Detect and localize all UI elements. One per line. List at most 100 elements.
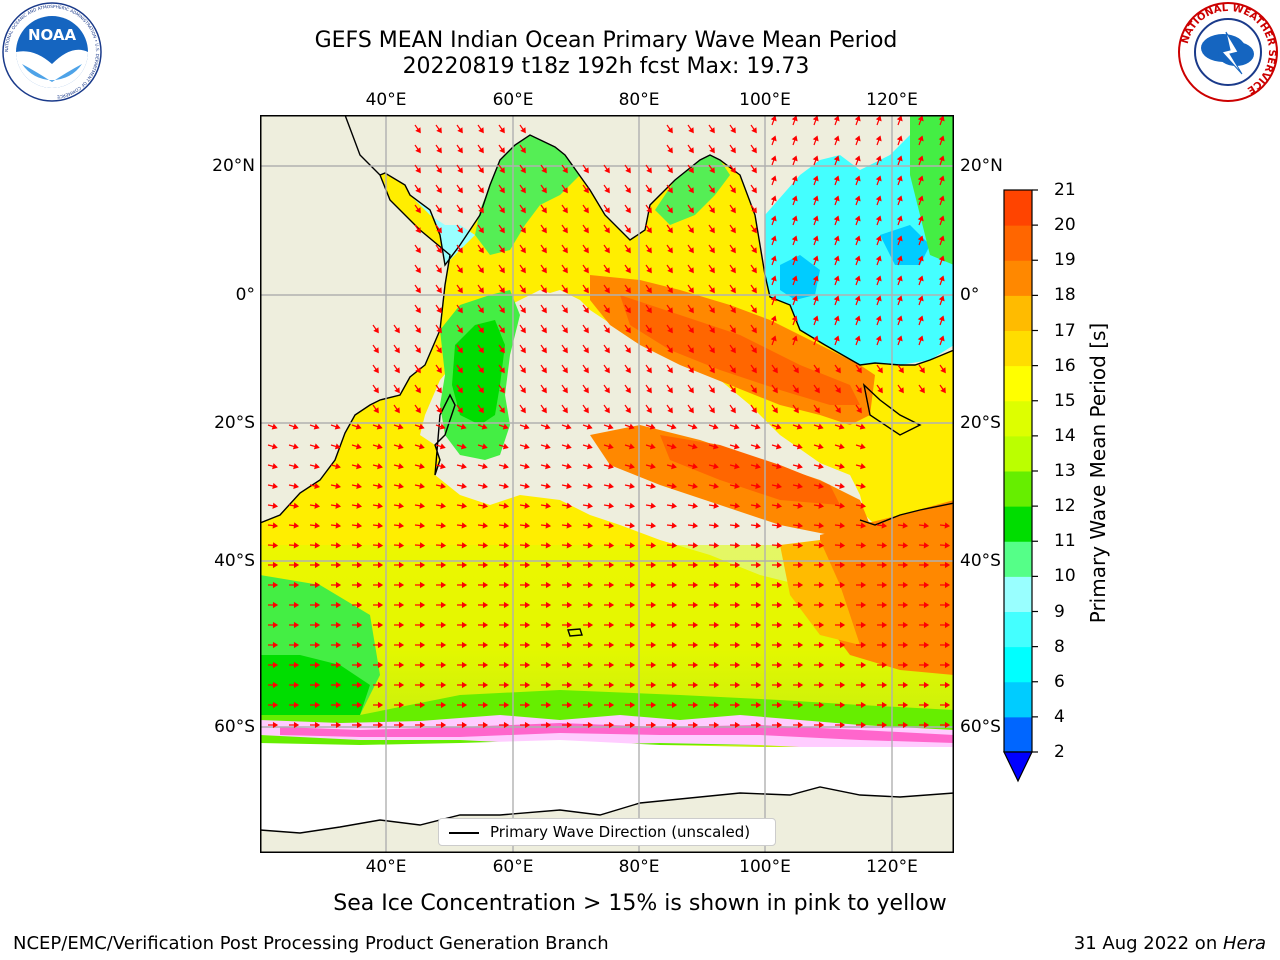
wave-arrow-head bbox=[755, 641, 762, 649]
wave-arrow-head bbox=[839, 502, 846, 509]
wave-arrow-head bbox=[688, 307, 694, 314]
wave-arrow-head bbox=[776, 482, 782, 490]
colorbar-tick-label: 4 bbox=[1054, 706, 1065, 727]
colorbar-cell bbox=[1004, 611, 1032, 648]
wave-arrow-head bbox=[839, 542, 846, 549]
wave-arrow-head bbox=[902, 561, 909, 569]
noaa-logo-text: NOAA bbox=[28, 26, 77, 44]
wave-arrow-head bbox=[650, 581, 657, 589]
wave-arrow-head bbox=[877, 387, 883, 394]
wave-arrow-head bbox=[415, 407, 421, 414]
wave-arrow-head bbox=[524, 641, 531, 649]
wave-arrow-head bbox=[875, 155, 882, 162]
wave-arrow-head bbox=[923, 621, 930, 629]
wave-arrow-head bbox=[709, 407, 715, 414]
wave-arrow-head bbox=[860, 721, 867, 729]
wave-arrow-head bbox=[436, 387, 442, 394]
wave-arrow-head bbox=[482, 463, 488, 470]
wave-arrow-head bbox=[503, 482, 509, 490]
wave-arrow-head bbox=[734, 601, 741, 609]
wave-arrow-head bbox=[877, 367, 883, 374]
wave-arrow-head bbox=[797, 721, 804, 729]
wave-arrow-head bbox=[938, 315, 945, 322]
wave-arrow-head bbox=[713, 661, 720, 669]
wave-arrow-head bbox=[419, 463, 425, 470]
wave-arrow-head bbox=[314, 661, 321, 669]
wave-arrow-head bbox=[854, 215, 861, 222]
colorbar-cell bbox=[1004, 225, 1032, 261]
wave-arrow-head bbox=[478, 307, 484, 314]
wave-arrow-head bbox=[646, 407, 652, 414]
wave-arrow-head bbox=[292, 443, 299, 450]
wave-arrow-head bbox=[415, 147, 421, 154]
wave-arrow-head bbox=[751, 347, 757, 354]
wave-arrow-head bbox=[398, 522, 405, 529]
wave-arrow-head bbox=[625, 347, 631, 354]
wave-arrow-head bbox=[881, 721, 888, 729]
wave-arrow-head bbox=[649, 443, 656, 450]
wave-arrow-head bbox=[415, 327, 421, 334]
wave-arrow-head bbox=[667, 287, 673, 294]
wave-arrow-head bbox=[881, 581, 888, 589]
wave-arrow-head bbox=[335, 463, 341, 470]
chart-subtitle: 20220819 t18z 192h fcst Max: 19.73 bbox=[402, 54, 810, 79]
lat-label-left-60s: 60°S bbox=[214, 717, 255, 737]
wave-arrow-head bbox=[541, 187, 547, 194]
wave-arrow-head bbox=[545, 641, 552, 649]
wave-arrow-head bbox=[688, 407, 694, 414]
wave-arrow-head bbox=[541, 167, 547, 174]
wave-arrow-head bbox=[608, 542, 615, 549]
wave-arrow-head bbox=[713, 601, 720, 609]
wave-arrow-head bbox=[499, 227, 505, 234]
wave-arrow-head bbox=[734, 581, 741, 589]
wave-arrow-head bbox=[818, 621, 825, 629]
wave-arrow-head bbox=[520, 327, 526, 334]
lat-label-right-20n: 20°N bbox=[960, 156, 1003, 176]
wave-arrow-head bbox=[854, 175, 861, 182]
wave-arrow-head bbox=[440, 661, 447, 669]
wave-arrow-head bbox=[692, 621, 699, 629]
lat-label-right-60s: 60°S bbox=[960, 717, 1001, 737]
wave-arrow-head bbox=[755, 681, 762, 689]
wave-arrow-head bbox=[440, 701, 447, 709]
wave-arrow-head bbox=[691, 443, 698, 450]
wave-arrow-head bbox=[457, 307, 463, 314]
wave-arrow-head bbox=[812, 255, 819, 262]
wave-arrow-head bbox=[565, 443, 572, 450]
wave-arrow-head bbox=[356, 621, 363, 629]
wave-arrow-head bbox=[671, 621, 678, 629]
wave-arrow-head bbox=[376, 443, 383, 450]
wave-arrow-head bbox=[754, 443, 761, 450]
wave-arrow-head bbox=[791, 215, 798, 222]
wave-arrow-head bbox=[940, 387, 946, 394]
wave-arrow-head bbox=[335, 601, 342, 609]
wave-arrow-head bbox=[356, 542, 363, 549]
wave-arrow-head bbox=[751, 307, 757, 314]
wave-arrow-head bbox=[671, 482, 677, 490]
wave-arrow-head bbox=[524, 701, 531, 709]
wave-arrow-head bbox=[734, 621, 741, 629]
wave-arrow-head bbox=[670, 443, 677, 450]
wave-arrow-head bbox=[520, 227, 526, 234]
wave-arrow-head bbox=[419, 561, 426, 569]
wave-arrow-head bbox=[562, 387, 568, 394]
wave-arrow-head bbox=[373, 407, 379, 414]
wave-arrow-head bbox=[838, 443, 845, 450]
wave-arrow-head bbox=[377, 482, 383, 490]
wave-arrow-head bbox=[503, 502, 510, 509]
wave-arrow-head bbox=[607, 443, 614, 450]
wave-arrow-head bbox=[293, 561, 300, 569]
wave-arrow-head bbox=[314, 681, 321, 689]
wave-arrow-head bbox=[755, 601, 762, 609]
wave-arrow-head bbox=[860, 561, 867, 569]
wave-arrow-head bbox=[398, 581, 405, 589]
wave-arrow-head bbox=[896, 315, 903, 322]
wave-arrow-head bbox=[713, 581, 720, 589]
colorbar-cell bbox=[1004, 435, 1032, 472]
wave-arrow-head bbox=[334, 443, 341, 450]
wave-arrow-head bbox=[436, 187, 442, 194]
wave-arrow-head bbox=[545, 502, 552, 509]
wave-arrow-head bbox=[583, 267, 589, 274]
wave-arrow-head bbox=[812, 315, 819, 322]
wave-arrow-head bbox=[770, 255, 777, 262]
